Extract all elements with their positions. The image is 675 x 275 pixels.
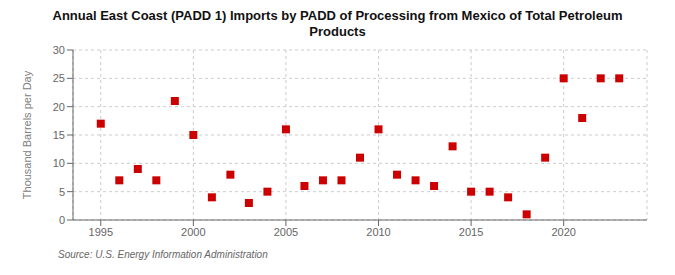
- svg-text:5: 5: [59, 186, 65, 198]
- svg-text:25: 25: [53, 72, 65, 84]
- html-text:Annual East Coast (PADD 1) Imp: Annual East Coast (PADD 1) Imports by PA…: [52, 8, 623, 23]
- svg-text:10: 10: [53, 157, 65, 169]
- svg-text:1995: 1995: [89, 226, 113, 238]
- svg-text:Thousand Barrels per Day: Thousand Barrels per Day: [21, 70, 33, 199]
- svg-text:2000: 2000: [181, 226, 205, 238]
- svg-text:2005: 2005: [274, 226, 298, 238]
- html-text:Products: Products: [309, 24, 366, 39]
- html-text:Source: U.S. Energy Informatio: Source: U.S. Energy Information Administ…: [58, 249, 268, 260]
- svg-text:30: 30: [53, 44, 65, 56]
- svg-text:20: 20: [53, 101, 65, 113]
- svg-text:15: 15: [53, 129, 65, 141]
- svg-text:2010: 2010: [366, 226, 390, 238]
- svg-text:2020: 2020: [551, 226, 575, 238]
- svg-text:0: 0: [59, 214, 65, 226]
- svg-text:2015: 2015: [459, 226, 483, 238]
